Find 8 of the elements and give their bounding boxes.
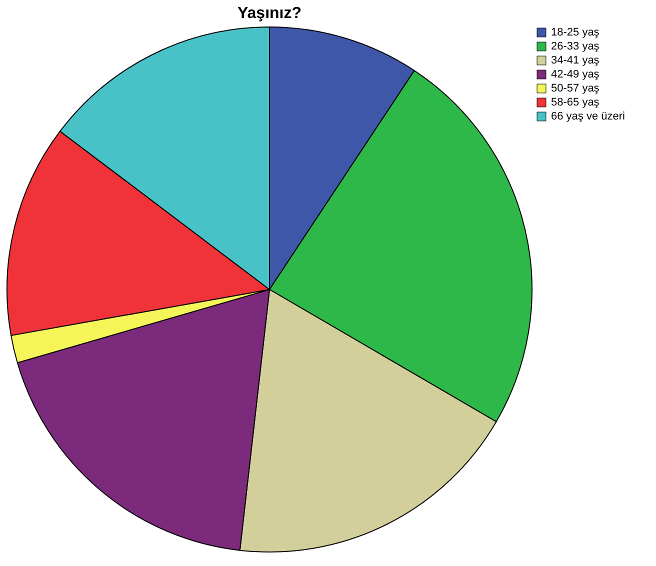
chart-title: Yaşınız?	[237, 5, 302, 22]
legend-label: 42-49 yaş	[551, 68, 600, 80]
legend-label: 26-33 yaş	[551, 40, 600, 52]
legend-label: 58-65 yaş	[551, 96, 600, 108]
legend-label: 18-25 yaş	[551, 26, 600, 38]
legend-label: 34-41 yaş	[551, 54, 600, 66]
legend-label: 66 yaş ve üzeri	[551, 110, 625, 122]
legend-label: 50-57 yaş	[551, 82, 600, 94]
